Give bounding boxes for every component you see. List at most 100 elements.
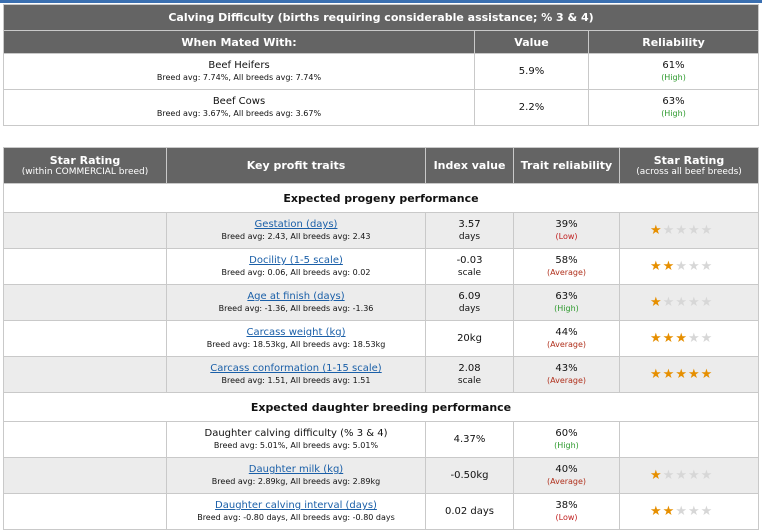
star-filled-icon: ★ (650, 223, 663, 238)
star-rating-commercial (3, 493, 167, 530)
trait-reliability-level: (High) (554, 303, 579, 313)
star-rating-all-breeds: ★★★★★ (619, 284, 759, 321)
star-rating-commercial (3, 320, 167, 357)
trait-reliability-level: (Average) (546, 476, 587, 486)
star-rating-commercial (3, 457, 167, 494)
section-progeny: Expected progeny performance (3, 183, 759, 213)
table-row: Docility (1-5 scale) Breed avg: 0.06, All… (3, 248, 759, 285)
key-profit-traits-table: Star Rating (within COMMERCIAL breed) Ke… (3, 147, 759, 530)
star-rating-all-breeds: ★★★★★ (619, 248, 759, 285)
col-value: Value (474, 30, 589, 54)
star-filled-icon: ★ (662, 259, 676, 274)
index-unit: days (458, 231, 481, 242)
index-value: 3.57 (458, 218, 481, 230)
trait-reliability-level: (Low) (555, 231, 578, 241)
reliability-value: 63% (662, 95, 685, 107)
table-row: Carcass conformation (1-15 scale) Breed a… (3, 356, 759, 393)
star-rating-all-breeds: ★★★★★ (619, 493, 759, 530)
star-filled-icon: ★ (662, 367, 676, 382)
trait-reliability: 43% (555, 362, 578, 374)
star-rating-commercial (3, 284, 167, 321)
table-row: Beef Heifers Breed avg: 7.74%, All breed… (3, 53, 760, 90)
trait-reliability: 44% (555, 326, 578, 338)
star-empty-icon: ★ (675, 468, 688, 483)
calving-difficulty-table: Calving Difficulty (births requiring con… (2, 4, 760, 126)
trait-reliability-level: (Average) (546, 375, 587, 385)
star-filled-icon: ★ (662, 504, 676, 519)
trait-avg: Breed avg: 1.51, All breeds avg: 1.51 (221, 376, 371, 385)
star-filled-icon: ★ (700, 367, 714, 382)
star-filled-icon: ★ (687, 367, 701, 382)
star-empty-icon: ★ (662, 223, 676, 238)
trait-reliability: 58% (555, 254, 578, 266)
star-filled-icon: ★ (675, 331, 688, 346)
trait-name[interactable]: Carcass weight (kg) (246, 327, 346, 338)
star-filled-icon: ★ (650, 367, 663, 382)
col-index-value: Index value (425, 147, 514, 184)
table-row: Gestation (days) Breed avg: 2.43, All bre… (3, 212, 759, 249)
star-empty-icon: ★ (662, 468, 676, 483)
trait-name[interactable]: Gestation (days) (254, 219, 338, 230)
star-empty-icon: ★ (700, 223, 714, 238)
mated-value: 5.9% (474, 53, 589, 90)
mated-value: 2.2% (474, 89, 589, 126)
col-mated-with: When Mated With: (3, 30, 475, 54)
star-rating-commercial (3, 421, 167, 458)
mated-avg: Breed avg: 7.74%, All breeds avg: 7.74% (156, 73, 322, 82)
star-empty-icon: ★ (700, 504, 714, 519)
star-filled-icon: ★ (650, 468, 663, 483)
trait-reliability-level: (Average) (546, 267, 587, 277)
trait-reliability: 60% (555, 427, 578, 439)
star-rating-commercial (3, 212, 167, 249)
mated-avg: Breed avg: 3.67%, All breeds avg: 3.67% (156, 109, 322, 118)
index-unit: scale (457, 375, 482, 386)
col-star-rating: Star Rating (49, 154, 121, 167)
star-empty-icon: ★ (675, 223, 688, 238)
section-daughter: Expected daughter breeding performance (3, 392, 759, 422)
col-reliability: Reliability (587, 30, 760, 54)
index-value: 2.08 (458, 362, 481, 374)
star-empty-icon: ★ (687, 468, 701, 483)
star-empty-icon: ★ (687, 504, 701, 519)
mated-name: Beef Cows (212, 96, 266, 107)
table-row: Beef Cows Breed avg: 3.67%, All breeds a… (3, 89, 760, 126)
star-filled-icon: ★ (650, 331, 663, 346)
reliability-level: (High) (661, 72, 686, 82)
index-unit: days (458, 303, 481, 314)
trait-reliability: 63% (555, 290, 578, 302)
trait-name[interactable]: Daughter milk (kg) (248, 464, 344, 475)
trait-name[interactable]: Docility (1-5 scale) (249, 255, 343, 266)
star-rating-all-breeds: ★★★★★ (619, 320, 759, 357)
index-value: 6.09 (458, 290, 481, 302)
trait-reliability-level: (Low) (555, 512, 578, 522)
trait-reliability-level: (Average) (546, 339, 587, 349)
star-empty-icon: ★ (700, 331, 714, 346)
trait-name: Daughter calving difficulty (% 3 & 4) (204, 428, 388, 439)
table-row: Age at finish (days) Breed avg: -1.36, Al… (3, 284, 759, 321)
star-empty-icon: ★ (662, 295, 676, 310)
trait-reliability: 40% (555, 463, 578, 475)
star-empty-icon: ★ (675, 295, 688, 310)
star-empty-icon: ★ (700, 468, 714, 483)
calving-title: Calving Difficulty (births requiring con… (2, 4, 760, 31)
col-star-rating-all-sub: (across all beef breeds) (636, 167, 742, 177)
trait-name[interactable]: Carcass conformation (1-15 scale) (210, 363, 382, 374)
trait-avg: Breed avg: 0.06, All breeds avg: 0.02 (221, 268, 371, 277)
col-star-rating-sub: (within COMMERCIAL breed) (21, 167, 149, 177)
col-trait-reliability: Trait reliability (513, 147, 620, 184)
index-value: -0.50kg (450, 469, 489, 481)
col-key-profit-traits: Key profit traits (166, 147, 426, 184)
trait-name[interactable]: Age at finish (days) (247, 291, 345, 302)
star-filled-icon: ★ (650, 504, 663, 519)
index-unit: scale (457, 267, 482, 278)
star-empty-icon: ★ (687, 259, 701, 274)
mated-name: Beef Heifers (208, 60, 270, 71)
star-rating-all-breeds: ★★★★★ (619, 457, 759, 494)
star-rating-commercial (3, 356, 167, 393)
star-empty-icon: ★ (687, 295, 701, 310)
table-row: Daughter calving difficulty (% 3 & 4) Bre… (3, 421, 759, 458)
index-value: 20kg (457, 332, 482, 344)
trait-reliability-level: (High) (554, 440, 579, 450)
trait-avg: Breed avg: 2.43, All breeds avg: 2.43 (221, 232, 371, 241)
trait-name[interactable]: Daughter calving interval (days) (215, 500, 377, 511)
